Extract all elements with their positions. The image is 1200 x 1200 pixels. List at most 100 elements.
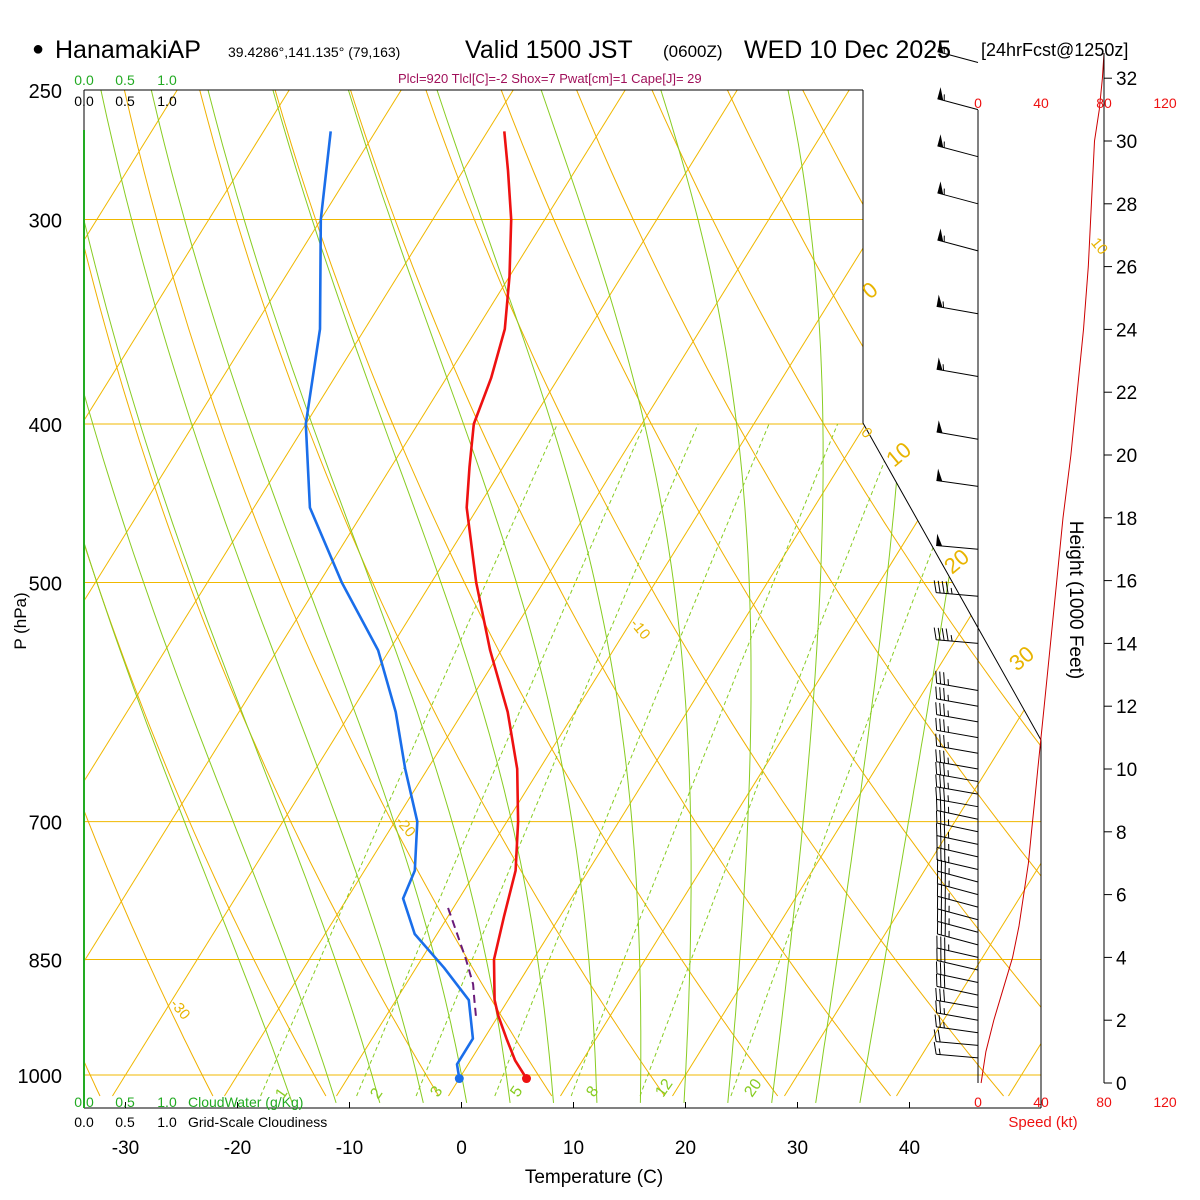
wind-barb-flag [936,533,943,547]
moist-adiabat-line [200,90,511,1103]
speed-axis-title: Speed (kt) [1008,1114,1077,1131]
cloud-water-scale-top: 0.0 [74,72,94,88]
height-tick-label: 16 [1116,572,1137,593]
cloud-water-scale-top: 0.5 [115,72,135,88]
theta-label: 0 [857,277,882,304]
wind-barb-feather [943,735,946,748]
wind-barb-feather [941,581,945,594]
isotherm-line [84,90,420,1097]
temperature-tick-label: -30 [112,1138,139,1159]
wind-barb-flag [936,357,943,371]
dry-adiabat-line [638,90,1041,1097]
wind-barb-staff [937,933,979,946]
cloud-water-scale-bottom: 0.5 [115,1094,135,1110]
speed-scale-bottom-label: 40 [1033,1094,1049,1110]
dry-adiabat-line [862,90,1041,1097]
surface-temperature-point [521,1074,531,1084]
temperature-tick-label: 10 [563,1138,584,1159]
wind-barb [937,134,979,158]
wind-barb-feather [934,1014,937,1027]
temperature-tick-label: 0 [456,1138,467,1159]
wind-barb [933,627,979,644]
theta-label: 30 [1004,641,1039,676]
wind-barb-staff [936,810,979,820]
isotherm-line [224,90,868,1097]
speed-scale-bottom-label: 0 [974,1094,982,1110]
cloud-water-scale-top: 1.0 [157,72,177,88]
wind-barb-staff [936,682,979,691]
wind-barb [935,670,979,691]
wind-panel [933,40,1105,1084]
wind-barb-feather [935,987,938,1001]
wind-barb [936,533,979,550]
wind-barb-staff [936,786,979,795]
mixing-ratio-line [570,423,839,1097]
cloudiness-scale-top: 0.0 [74,93,94,109]
moist-adiabat-line [264,90,554,1103]
pressure-tick-label: 400 [29,415,62,437]
isotherm-line [896,90,1041,1097]
moist-adiabat-line [84,90,381,1104]
wind-barb [936,948,979,971]
wind-barb-feather [941,628,945,641]
wind-barb-staff [936,592,979,597]
isotherm-line [84,90,644,1097]
dry-adiabat-line [787,90,1041,1097]
utc-time: (0600Z) [663,42,723,61]
height-tick-label: 12 [1116,697,1137,718]
isotherm-label: -20 [392,813,419,841]
isotherm-line [84,90,196,1097]
wind-barb-feather [943,719,946,732]
wind-barb-staff [937,920,979,933]
wind-barb-staff [937,883,979,896]
wind-barb-staff [936,985,979,996]
cloudiness-scale-bottom: 0.0 [74,1114,94,1130]
height-tick-label: 8 [1116,823,1127,844]
cloudiness-scale-top: 0.5 [115,93,135,109]
pressure-tick-label: 500 [29,574,62,596]
mixing-ratio-label: 2 [367,1085,386,1102]
wind-barb [933,1041,979,1059]
cloud-water-scale-bottom: 0.0 [74,1094,94,1110]
mixing-ratio-label: 12 [652,1076,676,1100]
moist-adiabat-line [530,90,692,1103]
wind-barb-feather [933,1029,937,1042]
wind-barb [935,717,979,739]
wind-barb [935,749,979,770]
wind-barb-staff [937,145,979,158]
wind-barb-staff [937,895,979,908]
wind-barb [935,702,979,723]
dry-adiabat-line [266,90,779,1097]
wind-barb-feather [937,580,941,594]
mixing-ratio-line [260,423,558,1097]
wind-barb-staff [936,960,979,971]
wind-barb-feather [935,774,938,787]
wind-barb-staff [936,639,979,644]
wind-barb [935,973,979,996]
dry-adiabat-line [340,90,891,1097]
temperature-line [465,131,528,1080]
wind-barb-staff [936,729,979,739]
wind-barb-staff [936,545,979,550]
isotherm-line [448,90,1041,1097]
wind-barb [935,798,979,820]
wind-barb-staff [936,822,979,833]
wind-barb-staff [936,846,979,858]
moist-adiabat-line [771,90,824,1103]
station-marker-icon: ● [32,38,45,60]
temperature-tick-label: 20 [675,1138,696,1159]
wind-barb-feather [945,581,949,594]
height-tick-label: 18 [1116,509,1137,530]
wind-barb-feather [945,628,949,641]
wind-barb [933,580,979,597]
wind-barb-staff [936,1041,979,1046]
wind-barb [937,181,979,205]
isotherm-line [112,90,756,1097]
forecast-info: [24hrFcst@1250z] [981,40,1129,60]
background-grid [84,90,1041,1104]
wind-barb-staff [936,368,979,377]
wind-barb [936,468,979,487]
x-axis-title: Temperature (C) [525,1167,663,1188]
